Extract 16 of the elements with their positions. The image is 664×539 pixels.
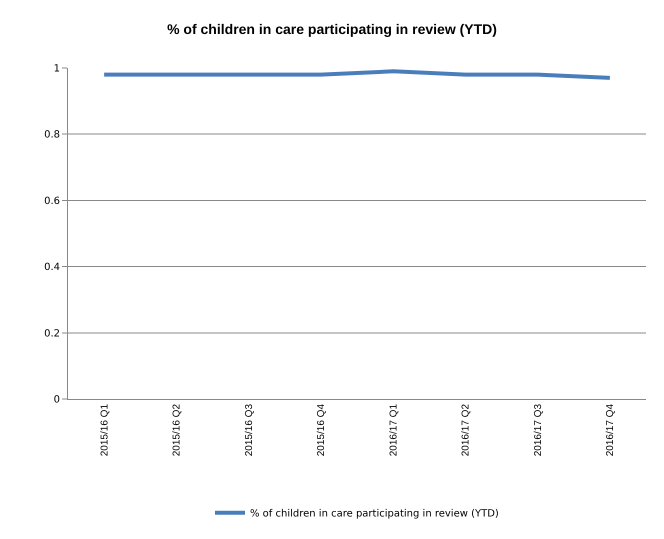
x-tick-label: 2015/16 Q1	[99, 404, 110, 456]
y-tick-label: 1	[54, 64, 60, 74]
x-tick-label: 2015/16 Q2	[172, 404, 183, 456]
x-tick-label: 2016/17 Q1	[388, 404, 400, 456]
y-tick-label: 0	[54, 394, 60, 406]
y-tick-label: 0.4	[44, 262, 60, 274]
y-tick-label: 0.6	[44, 196, 60, 207]
y-tick-label: 0.2	[44, 328, 60, 340]
y-tick-label: 0.8	[44, 130, 60, 141]
legend-label: % of children in care participating in review (YTD)	[250, 508, 499, 520]
x-tick-label: 2016/17 Q2	[460, 404, 472, 456]
x-tick-label: 2016/17 Q3	[532, 404, 544, 456]
chart-title: % of children in care participating in review (YTD)	[167, 21, 497, 38]
x-tick-label: 2015/16 Q3	[244, 404, 255, 456]
x-tick-label: 2015/16 Q4	[316, 404, 328, 456]
x-tick-label: 2016/17 Q4	[605, 404, 616, 456]
